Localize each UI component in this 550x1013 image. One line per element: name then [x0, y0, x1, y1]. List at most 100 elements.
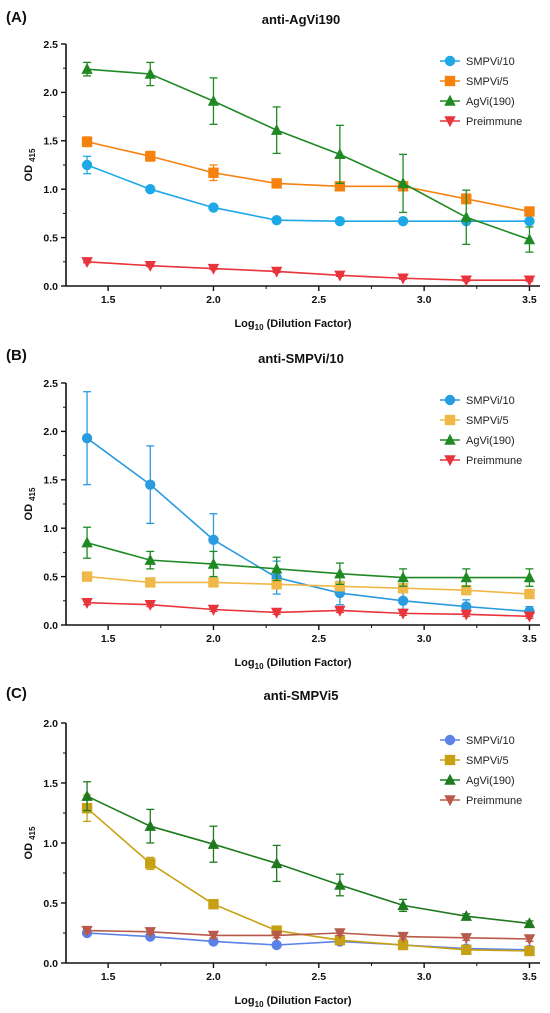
data-point — [524, 206, 535, 217]
legend-swatch-marker — [444, 455, 456, 467]
data-point — [523, 917, 536, 929]
legend-item: AgVi(190) — [440, 433, 515, 447]
data-point — [524, 215, 535, 227]
series-line — [86, 140, 530, 213]
data-point — [397, 608, 409, 620]
data-point — [523, 571, 536, 583]
panel-letter: (B) — [6, 347, 27, 364]
y-tick-label: 0.0 — [43, 281, 58, 293]
legend-swatch-marker — [444, 773, 456, 785]
data-point — [334, 148, 346, 160]
series-4 — [81, 925, 536, 946]
x-axis-label: Log10 (Dilution Factor) — [234, 657, 351, 671]
y-tick-label: 2.5 — [43, 378, 58, 390]
data-point — [523, 611, 536, 623]
data-point — [460, 571, 472, 583]
series-line — [87, 601, 530, 618]
data-point — [145, 479, 156, 490]
data-point — [397, 273, 409, 285]
series-line — [86, 575, 530, 595]
y-tick-label: 0.0 — [43, 620, 58, 632]
legend-label: SMPVi/5 — [466, 755, 509, 767]
y-tick-label: 1.5 — [43, 778, 58, 790]
series-2 — [81, 571, 535, 600]
series-3 — [81, 61, 536, 253]
data-point — [207, 557, 220, 569]
x-tick-label: 2.0 — [206, 633, 221, 645]
data-point — [524, 945, 535, 957]
data-point — [270, 562, 283, 574]
legend-label: AgVi(190) — [466, 96, 515, 108]
chart-panel-3: (C) anti-SMPVi5 0.0 0.5 1.0 1.5 2.0 1.5 2.0 2.5 3.… — [6, 685, 540, 1009]
legend-swatch-marker — [444, 55, 456, 67]
data-point — [397, 583, 409, 594]
legend: SMPVi/10 SMPVi/5 AgVi(190) Preimmune — [440, 55, 522, 128]
data-point — [334, 935, 346, 946]
data-point — [523, 275, 536, 287]
legend-label: Preimmune — [466, 455, 522, 467]
x-tick-label: 1.5 — [101, 971, 116, 983]
series-1 — [81, 155, 535, 227]
data-point — [207, 604, 220, 616]
legend-swatch-marker — [444, 433, 456, 445]
x-tick-label: 2.5 — [311, 971, 326, 983]
data-point — [81, 159, 93, 171]
chart-panel-2: (B) anti-SMPVi/10 0.0 0.5 1.0 1.5 2.0 2.5 1.5 2.0… — [6, 347, 540, 671]
series-3 — [81, 526, 536, 587]
data-point — [397, 177, 409, 189]
legend-label: AgVi(190) — [466, 775, 515, 787]
series-line — [87, 929, 530, 940]
legend-swatch-marker — [444, 394, 456, 406]
data-point — [270, 123, 283, 135]
data-point — [207, 930, 220, 942]
x-tick-label: 1.5 — [101, 633, 116, 645]
data-point — [270, 857, 283, 869]
data-point — [334, 215, 346, 227]
data-point — [144, 599, 156, 611]
legend-swatch-marker — [444, 75, 456, 87]
x-tick-label: 3.5 — [522, 294, 537, 306]
data-point — [461, 584, 472, 596]
series-4 — [81, 598, 536, 623]
legend-label: Preimmune — [466, 116, 522, 128]
data-point — [208, 202, 219, 213]
legend: SMPVi/10 SMPVi/5 AgVi(190) Preimmune — [440, 394, 522, 467]
data-point — [271, 925, 282, 936]
legend-item: SMPVi/10 — [440, 55, 515, 68]
series-line — [87, 68, 530, 241]
chart-title: anti-SMPVi/10 — [258, 351, 344, 366]
legend-swatch-marker — [444, 116, 456, 128]
x-tick-label: 1.5 — [101, 294, 116, 306]
legend-item: SMPVi/5 — [440, 75, 509, 88]
data-point — [334, 605, 346, 617]
series-line — [86, 807, 530, 952]
series-line — [87, 261, 530, 281]
y-tick-label: 2.0 — [43, 718, 58, 730]
legend-swatch-marker — [444, 414, 456, 426]
data-point — [334, 567, 346, 579]
series-line — [86, 541, 530, 579]
data-point — [460, 933, 472, 944]
data-point — [81, 536, 93, 548]
data-point — [460, 609, 472, 621]
data-point — [208, 899, 219, 910]
legend-item: SMPVi/5 — [440, 754, 509, 767]
legend-label: SMPVi/5 — [466, 415, 509, 427]
legend-label: AgVi(190) — [466, 435, 515, 447]
data-point — [144, 260, 156, 272]
data-point — [397, 931, 409, 943]
x-tick-label: 3.5 — [522, 971, 537, 983]
data-point — [271, 579, 282, 590]
data-point — [144, 927, 156, 938]
panel-letter: (A) — [6, 9, 27, 26]
data-point — [145, 858, 156, 869]
legend-label: SMPVi/10 — [466, 735, 515, 747]
panel-letter: (C) — [6, 685, 27, 702]
series-line — [86, 795, 530, 925]
x-tick-label: 3.5 — [522, 633, 537, 645]
y-tick-label: 0.5 — [43, 232, 58, 244]
data-point — [208, 534, 219, 546]
data-point — [271, 178, 282, 189]
legend-swatch-marker — [444, 94, 456, 106]
